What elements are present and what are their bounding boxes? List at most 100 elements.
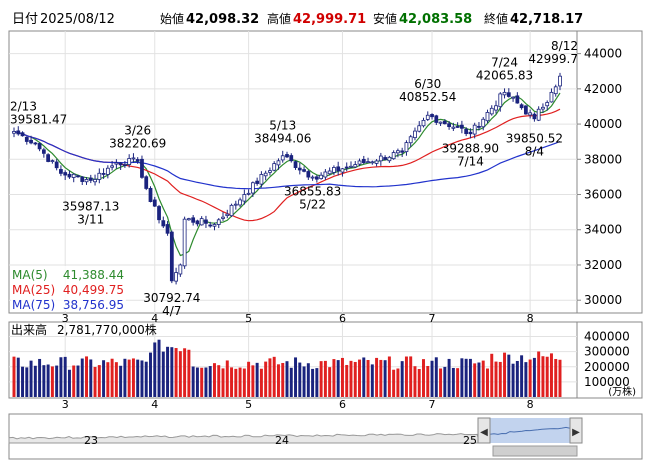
candle-down [383, 157, 387, 160]
volume-bar-down [33, 365, 37, 397]
candle-down [63, 172, 68, 176]
candle-up [174, 272, 178, 282]
volume-bar-up [251, 365, 255, 397]
candle-down [195, 220, 200, 225]
volume-bar-down [208, 366, 212, 397]
volume-bar-down [443, 366, 447, 397]
candle-up [238, 199, 242, 206]
price-annotation-label: 39581.47 [10, 112, 67, 126]
candle-up [498, 93, 503, 108]
volume-bar-up [558, 359, 562, 397]
price-annotation-label: 7/14 [457, 155, 484, 169]
volume-bar-down [136, 359, 140, 397]
candle-down [144, 176, 149, 189]
price-y-axis: 44000 42000 40000 38000 36000 34000 32000 30000 [577, 47, 622, 307]
ma75-legend-label: MA(75) [12, 298, 55, 312]
volume-unit: (万株) [608, 385, 636, 398]
volume-bar-up [549, 353, 553, 397]
volume-bar-up [85, 356, 88, 397]
candle-down [468, 131, 473, 135]
volume-bar-down [76, 365, 80, 397]
volume-bar-down [140, 360, 144, 397]
candle-down [152, 199, 157, 207]
volume-bar-up [213, 363, 216, 397]
volume-bar-up [417, 369, 421, 397]
volume-bar-down [63, 356, 67, 397]
volume-bar-down [170, 347, 174, 397]
navigator-right-handle[interactable] [569, 417, 583, 444]
price-annotation-label: 39288.90 [442, 142, 499, 156]
navigator-left-handle[interactable] [477, 417, 491, 444]
volume-bar-down [161, 351, 165, 397]
low-label: 安値 [373, 11, 397, 26]
volume-bar-down [153, 342, 157, 397]
volume-bar-down [166, 346, 170, 397]
volume-bar-up [131, 358, 135, 397]
left-handle-arrow-icon: ◀ [480, 427, 488, 438]
volume-bar-up [422, 359, 425, 397]
volume-bar-up [50, 366, 54, 397]
candle-down [46, 154, 51, 162]
price-annotation-label: 3/11 [77, 213, 104, 227]
volume-bar-down [507, 354, 511, 397]
candle-down [455, 126, 460, 128]
candle-up [97, 172, 102, 180]
volume-bar-down [191, 366, 195, 397]
candle-down [434, 115, 439, 123]
volume-bar-down [460, 358, 464, 397]
candle-up [549, 91, 554, 103]
candle-up [250, 182, 255, 194]
candle-up [276, 160, 281, 166]
candle-down [135, 159, 140, 162]
range-navigator[interactable]: ◀ ▶ 23 24 25 [8, 413, 643, 460]
candle-up [216, 219, 221, 225]
high-value: 42,999.71 [293, 12, 366, 27]
candle-up [105, 167, 110, 175]
candle-down [29, 139, 33, 144]
candle-up [404, 142, 409, 153]
volume-bar-down [511, 363, 515, 397]
volume-bar-up [340, 357, 344, 397]
volume-bar-down [524, 362, 528, 397]
candle-up [485, 112, 490, 122]
volume-bar-down [255, 362, 259, 397]
candle-up [353, 164, 358, 168]
navigator-scrollbar-thumb[interactable] [492, 445, 578, 457]
candle-up [387, 156, 392, 162]
volume-bar-up [396, 368, 400, 397]
x-tick-label: 3 [62, 398, 69, 411]
volume-bar-up [541, 356, 545, 397]
volume-bar-down [370, 364, 374, 397]
volume-bar-up [545, 356, 549, 397]
price-annotation-label: 42999.7 [528, 52, 578, 66]
navigator-label-23: 23 [84, 434, 98, 447]
volume-bar-down [434, 357, 438, 397]
volume-bar-up [221, 368, 225, 397]
candle-up [272, 163, 277, 171]
volume-bar-up [319, 361, 323, 397]
ma-legend: MA(5) 41,388.44 MA(25) 40,499.75 MA(75) … [11, 266, 126, 312]
price-annotation-label: 36855.83 [284, 184, 341, 198]
candle-down [442, 120, 447, 125]
candle-down [123, 164, 127, 167]
volume-bar-down [157, 339, 161, 397]
candle-down [16, 130, 21, 135]
volume-bar-up [72, 365, 76, 397]
volume-bar-up [183, 348, 187, 397]
volume-bar-down [302, 366, 306, 397]
volume-bar-down [59, 357, 63, 397]
volume-bar-up [264, 361, 268, 397]
volume-bar-up [413, 366, 417, 397]
volume-bar-up [323, 360, 327, 397]
candle-up [370, 161, 375, 164]
volume-bar-down [123, 358, 127, 397]
candle-up [114, 162, 119, 165]
volume-bar-up [12, 356, 16, 397]
candle-up [340, 168, 345, 173]
candlesticks [12, 72, 562, 285]
volume-bar-down [46, 364, 50, 397]
volume-bar-down [464, 358, 468, 397]
candle-down [361, 158, 366, 164]
candle-up [366, 161, 370, 164]
